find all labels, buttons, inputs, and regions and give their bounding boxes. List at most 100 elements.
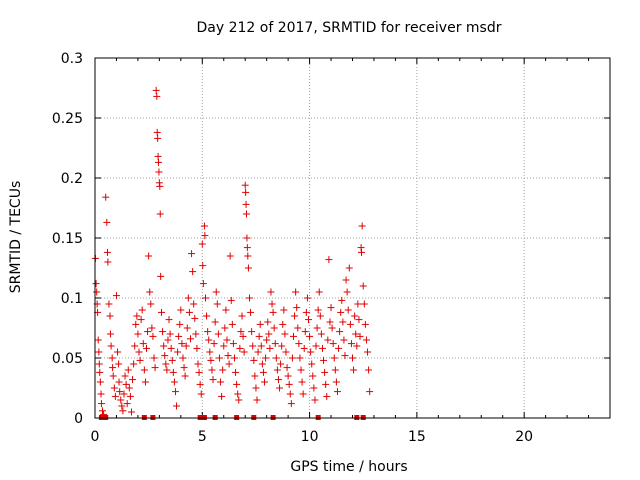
data-point <box>335 344 343 352</box>
data-point <box>165 316 173 324</box>
data-point <box>155 158 163 166</box>
data-point <box>341 352 349 360</box>
data-point <box>322 380 330 388</box>
data-point <box>278 342 286 350</box>
data-point <box>112 292 120 300</box>
data-point <box>324 336 332 344</box>
data-point <box>264 318 272 326</box>
data-point <box>268 300 276 308</box>
data-point <box>173 402 181 410</box>
data-point <box>286 390 294 398</box>
plot-area-border <box>94 57 611 419</box>
y-tick-label: 0.15 <box>52 231 83 247</box>
data-point <box>305 316 313 324</box>
data-point <box>214 330 222 338</box>
data-point <box>300 344 308 352</box>
data-point <box>329 340 337 348</box>
data-point <box>265 330 273 338</box>
data-point <box>230 354 238 362</box>
data-point <box>240 348 248 356</box>
data-point <box>185 308 193 316</box>
data-point <box>145 252 153 260</box>
data-point <box>285 380 293 388</box>
data-point <box>96 368 104 376</box>
data-point <box>261 378 269 386</box>
data-point <box>120 390 128 398</box>
data-point <box>235 396 243 404</box>
data-point <box>342 276 350 284</box>
x-tick-label: 15 <box>408 429 426 445</box>
data-point <box>349 354 356 362</box>
data-point <box>206 348 214 356</box>
data-point <box>196 380 204 388</box>
data-point <box>144 328 152 336</box>
data-point <box>154 152 162 160</box>
data-point <box>167 344 175 352</box>
data-point <box>242 210 250 218</box>
data-point <box>274 376 282 384</box>
data-point <box>246 294 253 302</box>
data-point <box>306 332 314 340</box>
data-point <box>241 181 249 189</box>
data-point <box>204 328 212 336</box>
data-point <box>272 354 280 362</box>
data-point <box>321 368 329 376</box>
data-point <box>249 342 257 350</box>
data-point <box>218 392 226 400</box>
data-point <box>296 354 304 362</box>
data-point <box>331 366 339 374</box>
data-point <box>94 336 102 344</box>
data-point <box>146 288 154 296</box>
x-axis-label: GPS time / hours <box>290 459 407 475</box>
data-point <box>252 384 260 392</box>
data-point <box>294 324 302 332</box>
data-point <box>347 340 355 348</box>
data-point <box>179 354 187 362</box>
data-point <box>233 380 241 388</box>
data-point <box>184 294 192 302</box>
data-point <box>194 360 202 368</box>
data-point <box>135 348 143 356</box>
data-point <box>138 306 146 314</box>
data-point <box>133 312 141 320</box>
data-point <box>295 340 303 348</box>
data-point <box>317 330 325 338</box>
data-point <box>356 332 364 340</box>
data-point <box>224 352 232 360</box>
data-point <box>217 378 225 386</box>
data-point <box>242 200 250 208</box>
y-tick-label: 0 <box>74 411 83 427</box>
data-point <box>207 356 215 364</box>
data-point <box>263 336 271 344</box>
data-point <box>243 244 251 252</box>
data-point <box>258 360 266 368</box>
data-point <box>143 344 150 352</box>
data-point <box>320 356 328 364</box>
data-point <box>198 240 206 248</box>
data-point <box>126 392 134 400</box>
data-point <box>195 368 203 376</box>
data-point <box>174 348 182 356</box>
data-point <box>134 330 142 338</box>
data-point <box>181 372 189 380</box>
data-point <box>158 308 166 316</box>
data-point <box>315 288 323 296</box>
x-tick-label: 20 <box>515 429 533 445</box>
data-point <box>323 392 331 400</box>
data-point <box>210 340 218 348</box>
data-point <box>141 378 149 386</box>
data-point <box>162 360 170 368</box>
data-point <box>267 288 275 296</box>
data-point <box>243 234 251 242</box>
data-point <box>366 388 374 396</box>
data-point <box>199 262 207 270</box>
y-tick-label: 0.2 <box>61 171 83 187</box>
data-point <box>362 336 370 344</box>
data-point <box>244 252 252 260</box>
data-point <box>119 407 127 415</box>
data-point <box>178 340 186 348</box>
data-point <box>338 296 346 304</box>
data-point <box>202 294 210 302</box>
data-point <box>199 280 207 288</box>
data-point <box>110 384 118 392</box>
